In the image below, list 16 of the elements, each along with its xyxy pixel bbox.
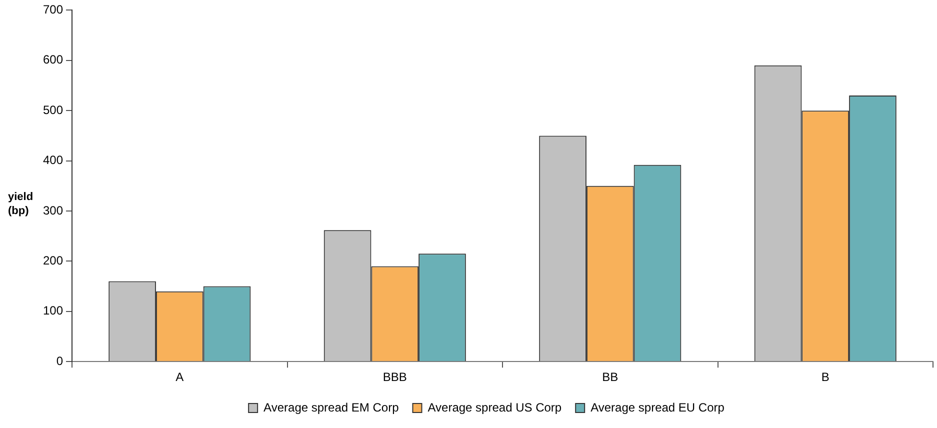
x-tick-label: A	[176, 370, 184, 384]
legend-label: Average spread EM Corp	[264, 400, 400, 414]
y-tick-label: 700	[42, 2, 64, 17]
legend-label: Average spread US Corp	[428, 400, 562, 414]
y-tick-label: 200	[42, 254, 64, 268]
y-tick-label: 600	[42, 52, 64, 67]
y-tick-label: 500	[42, 102, 64, 117]
y-axis-title: yield (bp)	[8, 190, 34, 218]
x-tick-label: BB	[602, 370, 618, 384]
legend-label: Average spread EU Corp	[590, 400, 725, 414]
y-tick-label: 100	[42, 304, 64, 318]
x-tick-label: B	[821, 370, 830, 384]
y-tick-label: 0	[56, 354, 64, 368]
y-tick-label: 300	[42, 203, 64, 218]
y-tick-label: 400	[42, 153, 64, 168]
x-tick-label: BBB	[382, 370, 407, 384]
